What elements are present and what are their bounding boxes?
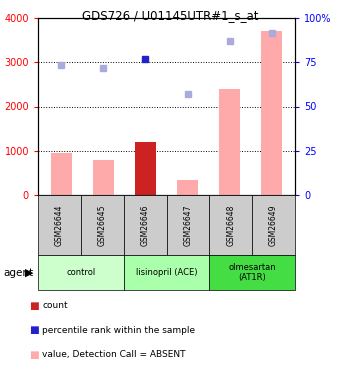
- Text: ▶: ▶: [24, 267, 33, 278]
- Bar: [51, 153, 72, 195]
- Text: GSM26648: GSM26648: [226, 204, 235, 246]
- Text: GSM26647: GSM26647: [183, 204, 192, 246]
- Text: control: control: [66, 268, 96, 277]
- Text: GSM26646: GSM26646: [140, 204, 150, 246]
- Bar: [261, 31, 282, 195]
- Text: agent: agent: [3, 267, 34, 278]
- Text: GSM26644: GSM26644: [55, 204, 64, 246]
- Text: count: count: [42, 302, 68, 310]
- Bar: [93, 160, 114, 195]
- Bar: [177, 180, 198, 195]
- Text: percentile rank within the sample: percentile rank within the sample: [42, 326, 195, 335]
- Text: lisinopril (ACE): lisinopril (ACE): [136, 268, 197, 277]
- Text: GSM26645: GSM26645: [98, 204, 107, 246]
- Text: GDS726 / U01145UTR#1_s_at: GDS726 / U01145UTR#1_s_at: [82, 9, 258, 22]
- Text: GSM26649: GSM26649: [269, 204, 278, 246]
- Text: ■: ■: [29, 301, 39, 311]
- Text: olmesartan
(AT1R): olmesartan (AT1R): [228, 263, 276, 282]
- Text: ■: ■: [29, 326, 39, 335]
- Text: value, Detection Call = ABSENT: value, Detection Call = ABSENT: [42, 350, 186, 359]
- Text: ■: ■: [29, 350, 39, 360]
- Bar: [219, 89, 240, 195]
- Text: ■: ■: [29, 374, 39, 375]
- Bar: [135, 142, 156, 195]
